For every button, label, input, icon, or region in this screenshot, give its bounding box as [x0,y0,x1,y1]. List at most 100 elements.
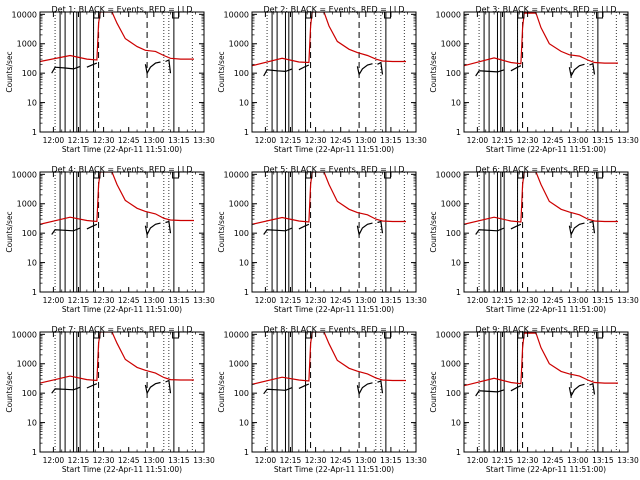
y-tick-label: 1 [244,448,249,457]
x-tick-label: 13:00 [567,296,589,305]
panel-title: Det 8: BLACK = Events, RED = LLD [264,325,405,334]
plot-frame [39,171,205,293]
panel-7: 1 10 100 1000 10000 12:00 12:15 12:30 12:45 13:00… [5,325,215,474]
events-series-line [51,65,81,74]
plot-frame [39,331,205,453]
x-tick-label: 13:15 [380,456,402,465]
bracket-marker-s [93,12,101,19]
panel-title: Det 4: BLACK = Events, RED = LLD [52,165,193,174]
events-series-line [589,220,596,234]
x-tick-label: 13:15 [168,136,190,145]
x-tick-label: 12:30 [93,456,115,465]
lld-series-line [40,332,194,384]
y-tick-label: 10000 [12,170,37,179]
x-tick-label: 13:00 [355,136,377,145]
plot-frame [463,331,629,453]
bracket-marker-s [517,172,525,179]
x-tick-label: 13:00 [143,456,165,465]
x-tick-label: 13:00 [567,456,589,465]
y-tick-label: 10 [239,419,249,428]
plot-frame [463,11,629,133]
panel-data [464,12,618,132]
x-tick-label: 12:15 [492,136,514,145]
x-axis-label: Start Time (22-Apr-11 11:51:00) [62,145,182,154]
x-tick-label: 13:30 [617,296,639,305]
events-series-line [263,227,293,235]
y-tick-label: 1 [244,128,249,137]
y-tick-label: 10 [239,259,249,268]
events-series-line [475,389,505,397]
x-axis-label: Start Time (22-Apr-11 11:51:00) [486,305,606,314]
x-tick-label: 13:15 [168,296,190,305]
y-tick-label: 1 [32,128,37,137]
x-tick-label: 12:30 [517,136,539,145]
x-tick-label: 13:30 [617,456,639,465]
y-tick-label: 100 [22,229,37,238]
y-tick-label: 1000 [229,360,249,369]
panel-title: Det 1: BLACK = Events, RED = LLD [52,5,193,14]
panel-9: 1 10 100 1000 10000 12:00 12:15 12:30 12:45 13:00… [429,325,639,474]
y-tick-label: 10 [27,99,37,108]
y-tick-label: 100 [234,69,249,78]
panel-data [40,332,194,452]
x-tick-label: 12:15 [68,136,90,145]
panel-6: 1 10 100 1000 10000 12:00 12:15 12:30 12:45 13:00… [429,165,639,314]
panel-title: Det 9: BLACK = Events, RED = LLD [476,325,617,334]
x-tick-label: 12:30 [305,136,327,145]
panel-title: Det 7: BLACK = Events, RED = LLD [52,325,193,334]
events-series-line [298,223,310,230]
x-tick-label: 13:30 [193,136,215,145]
events-series-line [263,68,293,77]
y-tick-label: 100 [234,229,249,238]
x-axis-label: Start Time (22-Apr-11 11:51:00) [62,465,182,474]
x-axis-label: Start Time (22-Apr-11 11:51:00) [62,305,182,314]
x-tick-label: 12:45 [542,456,564,465]
x-tick-label: 13:15 [592,456,614,465]
x-tick-label: 13:30 [193,456,215,465]
lld-series-line [40,12,194,63]
y-axis-label: Counts/sec [5,371,14,412]
y-tick-label: 100 [234,389,249,398]
x-axis-label: Start Time (22-Apr-11 11:51:00) [486,465,606,474]
events-series-line [86,383,98,389]
events-series-line [589,382,596,395]
events-series-line [510,223,522,230]
x-tick-label: 13:00 [143,296,165,305]
y-tick-label: 10 [27,259,37,268]
events-series-line [298,383,310,389]
events-series-line [165,379,172,394]
panel-2: 1 10 100 1000 10000 12:00 12:15 12:30 12:45 13:00… [217,5,427,154]
events-series-line [165,59,172,74]
events-series-line [589,62,596,75]
plot-frame [251,331,417,453]
events-series-line [51,386,81,394]
bracket-marker-s [93,172,101,179]
x-tick-label: 12:45 [118,456,140,465]
x-tick-label: 12:45 [542,136,564,145]
y-axis-label: Counts/sec [217,51,226,92]
x-tick-label: 12:15 [492,456,514,465]
y-tick-label: 1000 [17,40,37,49]
y-tick-label: 10 [451,259,461,268]
x-tick-label: 13:00 [567,136,589,145]
y-tick-label: 10000 [224,330,249,339]
panel-1: 1 10 100 1000 10000 12:00 12:15 12:30 12:45 13:00… [5,5,215,154]
x-tick-label: 12:00 [43,296,65,305]
events-series-line [475,69,505,77]
y-axis-label: Counts/sec [429,51,438,92]
y-axis-label: Counts/sec [5,51,14,92]
y-axis-label: Counts/sec [429,211,438,252]
events-series-line [510,65,522,72]
plot-frame [39,11,205,133]
x-tick-label: 13:30 [405,296,427,305]
x-axis-label: Start Time (22-Apr-11 11:51:00) [274,305,394,314]
y-tick-label: 100 [446,229,461,238]
events-series-line [51,227,81,235]
y-tick-label: 100 [22,389,37,398]
x-tick-label: 12:45 [542,296,564,305]
events-series-line [377,220,384,234]
y-axis-label: Counts/sec [217,211,226,252]
x-tick-label: 12:30 [93,296,115,305]
x-tick-label: 13:15 [380,296,402,305]
x-tick-label: 13:00 [143,136,165,145]
